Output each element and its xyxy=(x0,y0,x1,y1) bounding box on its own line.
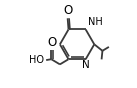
Text: O: O xyxy=(64,4,73,17)
Text: HO: HO xyxy=(29,55,44,65)
Text: NH: NH xyxy=(88,17,103,27)
Text: O: O xyxy=(47,36,57,49)
Text: N: N xyxy=(82,60,90,70)
